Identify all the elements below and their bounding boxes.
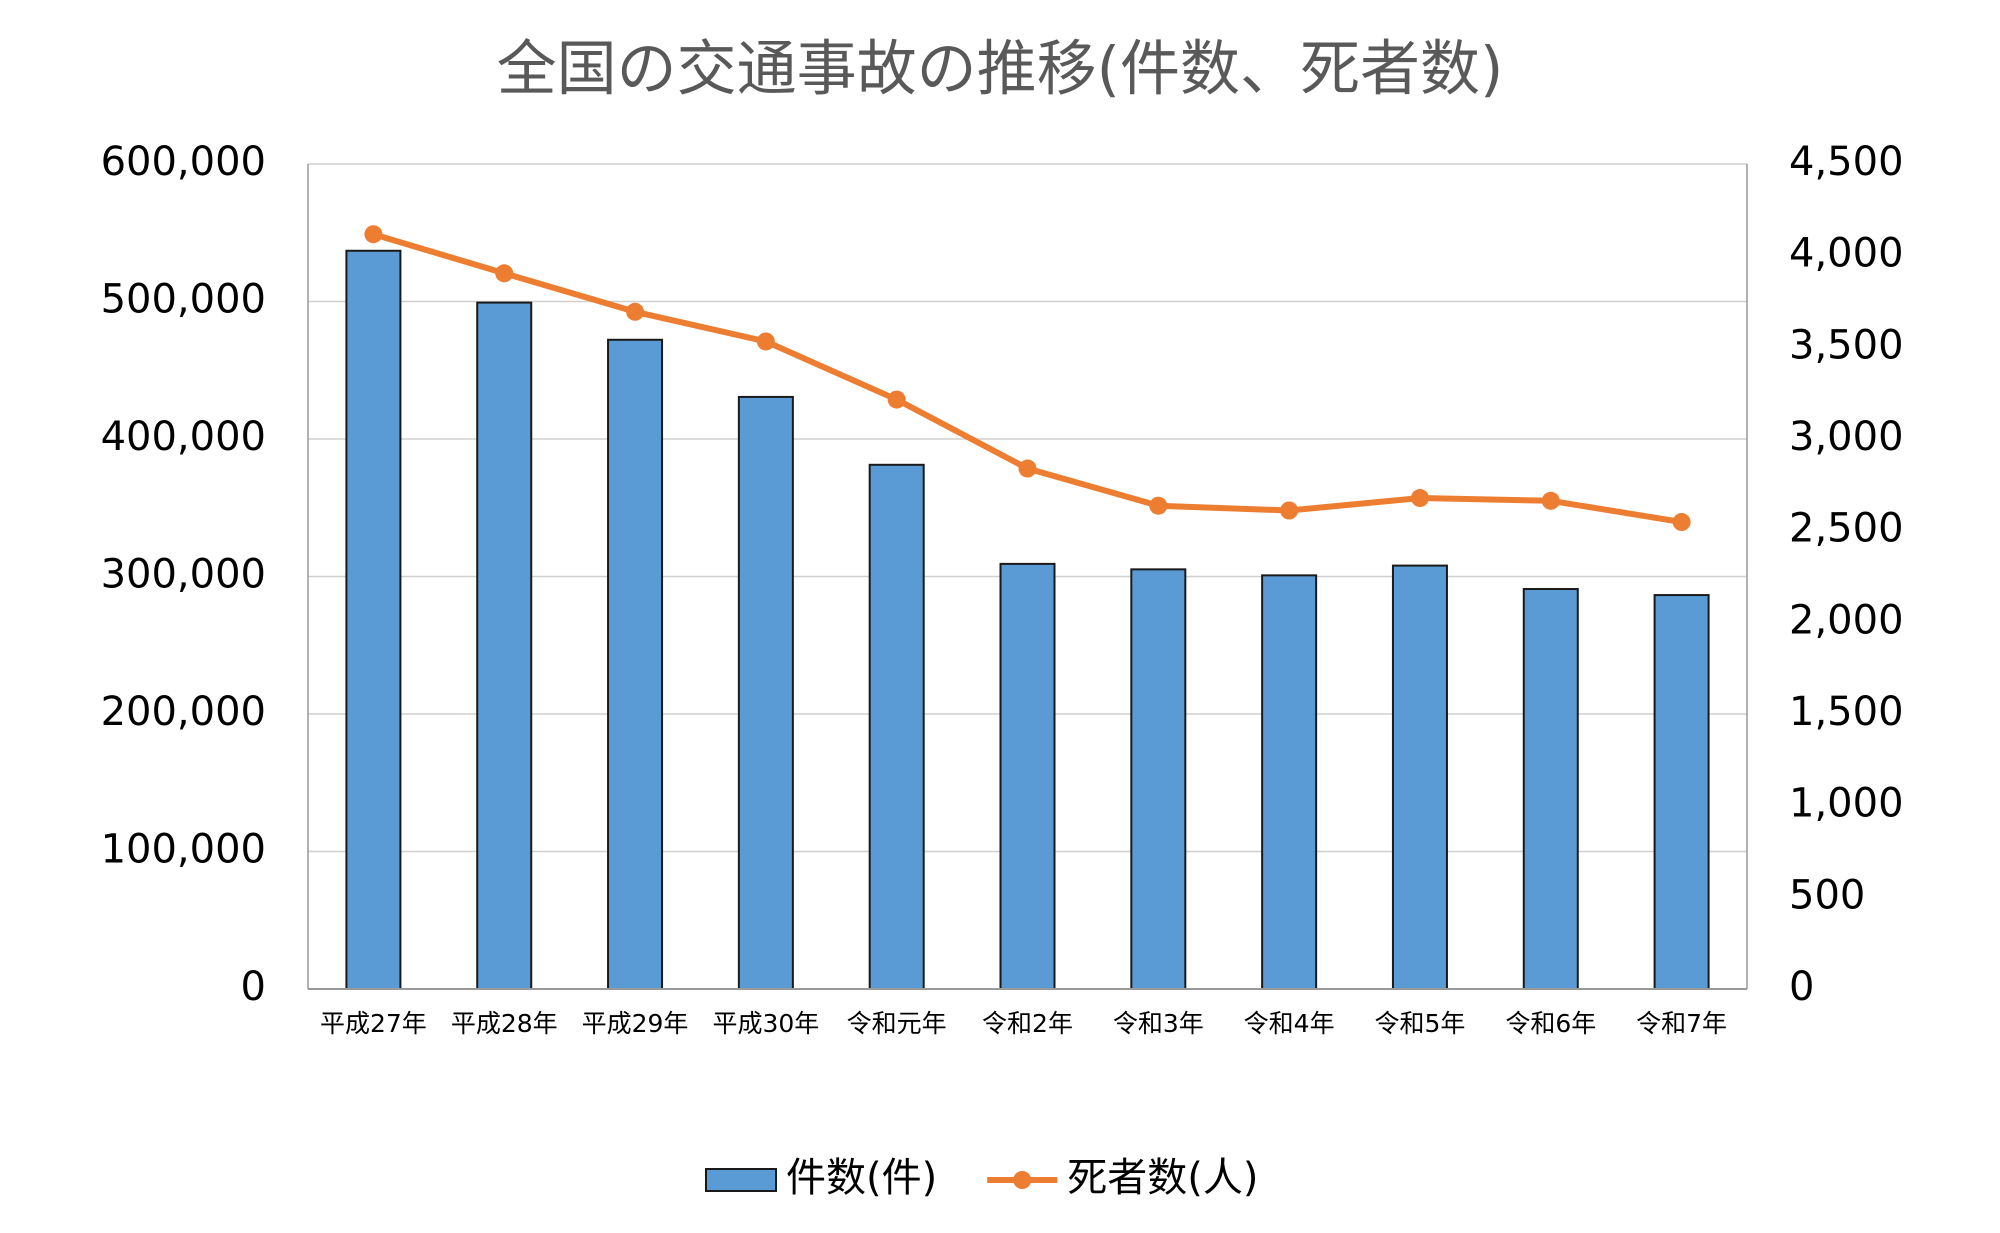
- x-tick-label: 令和6年: [1505, 1009, 1596, 1038]
- x-tick-label: 平成29年: [582, 1009, 689, 1038]
- line-marker: [1541, 491, 1560, 510]
- line-marker: [756, 332, 775, 351]
- x-tick-label: 平成28年: [451, 1009, 558, 1038]
- y-tick-label: 400,000: [101, 414, 266, 460]
- line-marker: [1672, 513, 1691, 532]
- y-tick-label: 500,000: [101, 277, 266, 323]
- chart-title: 全国の交通事故の推移(件数、死者数): [497, 35, 1504, 105]
- line-marker: [495, 264, 514, 283]
- legend-swatch: [705, 1168, 777, 1192]
- y2-tick-label: 2,000: [1789, 597, 1904, 643]
- line: [372, 231, 1683, 526]
- bar: [345, 249, 402, 991]
- bar: [868, 463, 925, 990]
- y2-tick-label: 3,500: [1789, 322, 1904, 368]
- x-tick-label: 令和2年: [982, 1009, 1073, 1038]
- legend-label: 死者数(人): [1067, 1155, 1258, 1201]
- y2-tick-label: 4,000: [1789, 231, 1904, 277]
- y-tick-label: 100,000: [101, 827, 266, 873]
- line-marker: [626, 302, 645, 321]
- line-marker: [887, 390, 906, 409]
- y2-tick-label: 2,500: [1789, 506, 1904, 552]
- line-marker: [1149, 496, 1168, 515]
- line-marker: [1018, 459, 1037, 478]
- x-tick-label: 平成27年: [320, 1009, 427, 1038]
- legend-label: 件数(件): [786, 1155, 937, 1201]
- y2-tick-label: 1,500: [1789, 689, 1904, 735]
- y2-tick-label: 500: [1789, 872, 1865, 918]
- x-tick-label: 令和4年: [1244, 1009, 1335, 1038]
- x-tick-label: 令和7年: [1636, 1009, 1727, 1038]
- y-tick-label: 0: [241, 964, 266, 1010]
- x-tick-label: 令和5年: [1375, 1009, 1466, 1038]
- line-marker: [1410, 489, 1429, 508]
- bar: [1130, 568, 1187, 991]
- legend-marker: [1013, 1171, 1032, 1189]
- bar: [1261, 574, 1318, 990]
- y2-tick-label: 3,000: [1789, 414, 1904, 460]
- y2-tick-label: 0: [1789, 964, 1814, 1010]
- y-tick-label: 600,000: [101, 139, 266, 185]
- bar: [737, 395, 794, 990]
- bar: [999, 562, 1056, 990]
- y-tick-label: 300,000: [101, 552, 266, 598]
- y2-tick-label: 1,000: [1789, 781, 1904, 827]
- x-tick-label: 平成30年: [712, 1009, 819, 1038]
- line-marker: [1280, 501, 1299, 520]
- line-marker: [364, 225, 383, 244]
- y-tick-label: 200,000: [101, 689, 266, 735]
- x-tick-label: 令和3年: [1113, 1009, 1204, 1038]
- bar: [1391, 564, 1448, 990]
- bar: [1522, 588, 1579, 990]
- x-tick-label: 令和元年: [847, 1009, 947, 1038]
- bar: [476, 301, 533, 990]
- y2-tick-label: 4,500: [1789, 139, 1904, 185]
- bar: [607, 338, 664, 990]
- bar: [1653, 594, 1710, 990]
